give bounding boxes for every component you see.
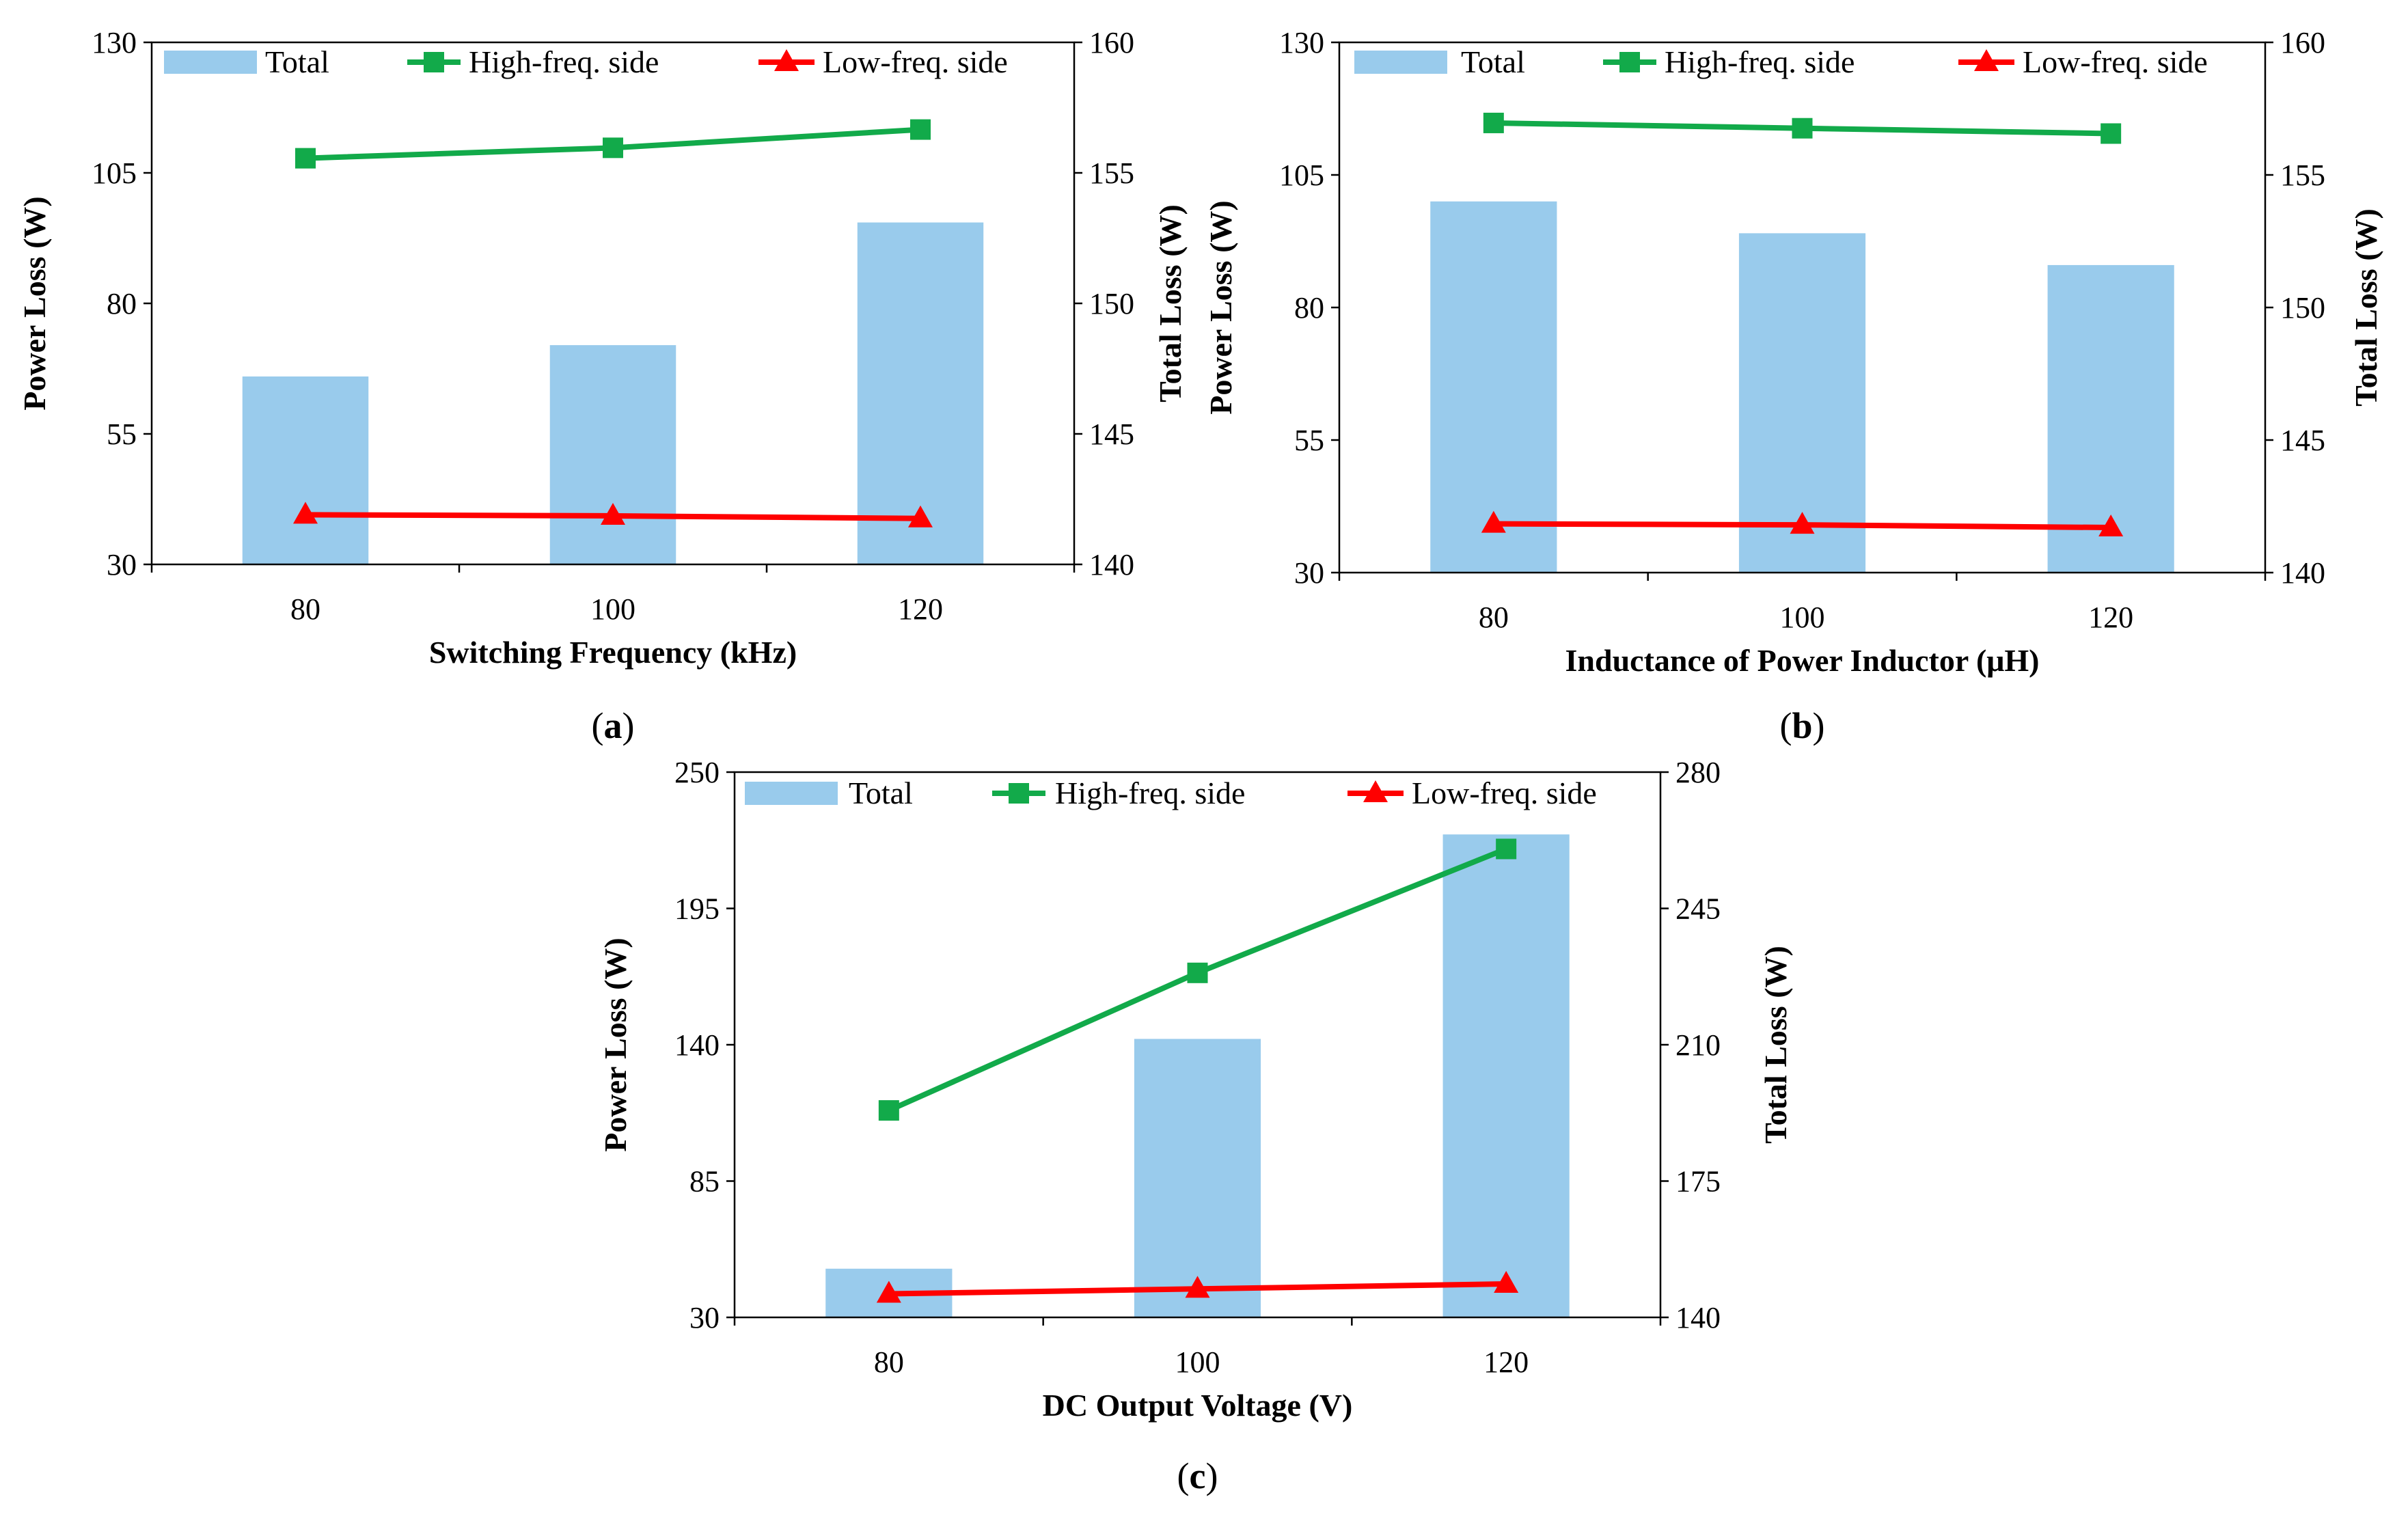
x-tick-label: 120 — [2088, 601, 2133, 634]
legend-high-marker — [424, 52, 444, 72]
high-freq-point-a-80 — [295, 148, 316, 169]
low-freq-point-c-100 — [1185, 1276, 1210, 1298]
high-freq-point-c-120 — [1496, 838, 1517, 860]
total-bar-a-100 — [549, 345, 676, 564]
legend-c: Total High-freq. side Low-freq. side — [745, 776, 1597, 810]
total-bar-c-120 — [1442, 834, 1570, 1317]
high-freq-point-b-100 — [1792, 118, 1813, 139]
high-freq-point-c-80 — [878, 1100, 899, 1121]
y-axis-title-a: Power Loss (W) — [17, 196, 52, 410]
y-axis-title-b: Power Loss (W) — [1203, 200, 1238, 414]
legend-high-label: High-freq. side — [469, 44, 659, 79]
high-freq-point-a-120 — [910, 119, 931, 140]
legend-total-swatch — [745, 782, 838, 805]
legend-high-label: High-freq. side — [1055, 776, 1245, 810]
y-tick-label: 55 — [1294, 424, 1324, 457]
y2-axis-title-a: Total Loss (W) — [1153, 204, 1188, 402]
y-tick-label: 130 — [92, 26, 137, 59]
y-tick-label: 195 — [674, 892, 720, 926]
legend-low-label: Low-freq. side — [823, 44, 1008, 79]
y2-axis-title-b: Total Loss (W) — [2349, 208, 2383, 407]
y2-tick-label: 145 — [1089, 417, 1134, 451]
legend-low-marker — [774, 49, 799, 71]
y2-tick-label: 210 — [1675, 1028, 1721, 1062]
x-tick-label: 120 — [1483, 1345, 1529, 1379]
y2-tick-label: 160 — [1089, 26, 1134, 59]
chart-panel-b: 30 55 80 105 130 140 145 150 155 160 80 100 120 Total… — [1203, 26, 2383, 746]
low-freq-point-b-80 — [1481, 510, 1506, 533]
low-freq-point-c-120 — [1494, 1271, 1519, 1293]
total-bar-c-100 — [1134, 1039, 1261, 1317]
x-tick-label: 100 — [590, 592, 635, 626]
x-tick-label: 100 — [1780, 601, 1825, 634]
y2-tick-label: 155 — [2280, 159, 2325, 192]
y2-tick-label: 175 — [1675, 1165, 1721, 1198]
low-freq-point-b-100 — [1790, 512, 1815, 534]
y-tick-label: 105 — [92, 156, 137, 190]
x-tick-label: 80 — [290, 592, 320, 626]
legend-low-marker — [1363, 780, 1388, 802]
legend-high-marker — [1619, 52, 1640, 72]
y2-tick-label: 150 — [1089, 287, 1134, 320]
legend-low-marker — [1974, 49, 1999, 71]
legend-b: Total High-freq. side Low-freq. side — [1354, 44, 2208, 79]
y-tick-label: 30 — [689, 1301, 720, 1334]
low-freq-point-a-120 — [908, 505, 933, 527]
legend-total-label: Total — [849, 776, 913, 810]
x-tick-label: 80 — [874, 1345, 904, 1379]
y2-tick-label: 150 — [2280, 291, 2325, 325]
legend-total-swatch — [1354, 51, 1447, 74]
panel-caption-a: (a) — [592, 705, 635, 746]
y2-tick-label: 245 — [1675, 892, 1721, 926]
y2-tick-label: 155 — [1089, 156, 1134, 190]
high-freq-point-a-100 — [603, 137, 623, 159]
x-axis-title-a: Switching Frequency (kHz) — [429, 635, 797, 670]
x-tick-label: 100 — [1175, 1345, 1220, 1379]
y2-axis-title-c: Total Loss (W) — [1758, 946, 1793, 1144]
y2-tick-label: 160 — [2280, 26, 2325, 59]
y-tick-label: 80 — [107, 287, 137, 320]
legend-a: Total High-freq. side Low-freq. side — [164, 44, 1008, 79]
legend-high-marker — [1009, 783, 1029, 804]
legend-total-swatch — [164, 51, 257, 74]
total-bar-a-80 — [242, 376, 369, 564]
legend-low-label: Low-freq. side — [2023, 44, 2208, 79]
y2-tick-label: 140 — [1089, 548, 1134, 581]
y2-tick-label: 280 — [1675, 756, 1721, 789]
y-tick-label: 140 — [674, 1028, 720, 1062]
y2-tick-label: 140 — [2280, 556, 2325, 590]
low-freq-point-a-100 — [601, 502, 625, 525]
y-axis-title-c: Power Loss (W) — [598, 937, 633, 1151]
legend-total-label: Total — [265, 44, 329, 79]
high-freq-point-b-80 — [1483, 112, 1504, 133]
chart-panel-c: 30 85 140 195 250 140 175 210 245 280 80 100 120 Tota… — [598, 756, 1793, 1496]
low-freq-point-b-120 — [2098, 515, 2124, 537]
x-tick-label: 120 — [898, 592, 943, 626]
x-tick-label: 80 — [1479, 601, 1509, 634]
y2-tick-label: 145 — [2280, 424, 2325, 457]
high-freq-point-c-100 — [1187, 962, 1208, 983]
high-freq-point-b-120 — [2101, 123, 2122, 144]
y-tick-label: 80 — [1294, 291, 1324, 325]
panel-caption-b: (b) — [1779, 705, 1824, 746]
chart-panel-a: 30 55 80 105 130 140 145 150 155 160 80 100 120 Total… — [17, 26, 1188, 746]
y-tick-label: 250 — [674, 756, 720, 789]
y-tick-label: 85 — [689, 1165, 720, 1198]
y-tick-label: 105 — [1279, 159, 1324, 192]
y-tick-label: 55 — [107, 417, 137, 451]
legend-low-label: Low-freq. side — [1412, 776, 1597, 810]
legend-total-label: Total — [1461, 44, 1525, 79]
x-axis-title-c: DC Output Voltage (V) — [1043, 1388, 1353, 1423]
y2-tick-label: 140 — [1675, 1301, 1721, 1334]
total-bar-b-80 — [1430, 201, 1557, 573]
y-tick-label: 130 — [1279, 26, 1324, 59]
low-freq-point-a-80 — [293, 502, 318, 524]
y-tick-label: 30 — [107, 548, 137, 581]
legend-high-label: High-freq. side — [1665, 44, 1855, 79]
y-tick-label: 30 — [1294, 556, 1324, 590]
panel-caption-c: (c) — [1177, 1455, 1218, 1496]
low-freq-point-c-80 — [876, 1280, 901, 1303]
x-axis-title-b: Inductance of Power Inductor (μH) — [1565, 643, 2040, 678]
